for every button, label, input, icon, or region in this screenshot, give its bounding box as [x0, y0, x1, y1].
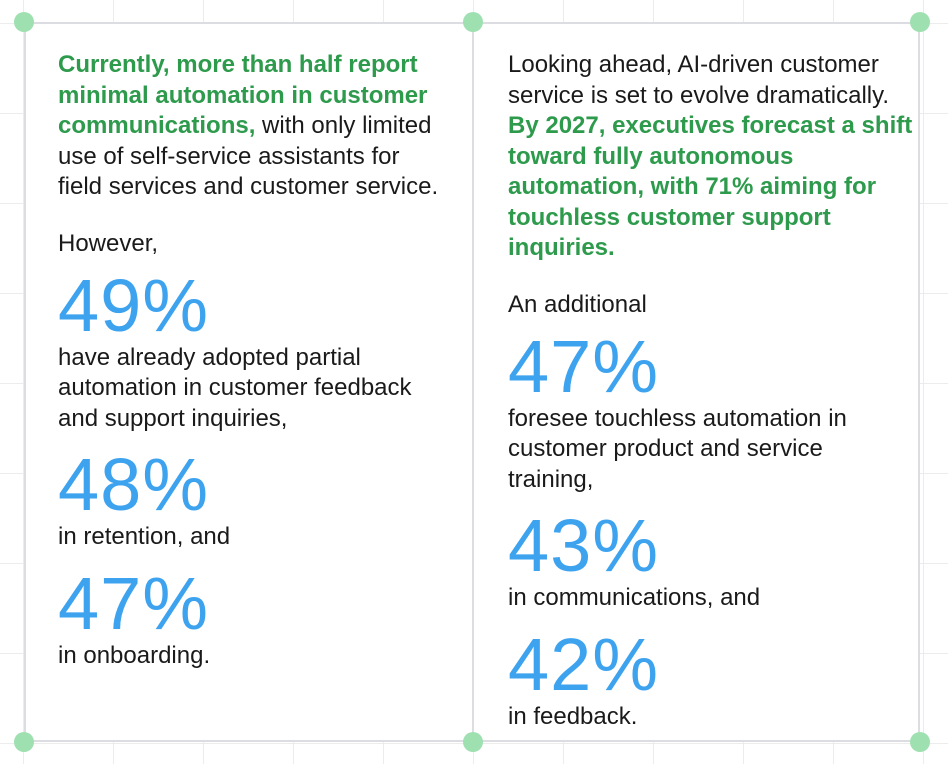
- left-intro-rest: with only limited use of self-service as…: [58, 112, 439, 200]
- left-intro: Currently, more than half report minimal…: [58, 50, 448, 203]
- corner-dot: [910, 732, 930, 752]
- right-lead: An additional: [508, 290, 647, 318]
- right-stat-value-1: 47%: [508, 324, 660, 408]
- right-stat-value-2: 43%: [508, 504, 660, 587]
- left-stat-value-2: 48%: [58, 443, 210, 526]
- left-stat-text-1: have already adopted partial automation …: [58, 343, 412, 432]
- left-lead: However,: [58, 229, 159, 257]
- corner-dot: [463, 12, 483, 32]
- right-stat-text-2: in communications, and: [508, 584, 761, 611]
- corner-dot: [910, 12, 930, 32]
- right-column: Looking ahead, AI-driven customer servic…: [508, 50, 928, 732]
- left-stat-text-3: in onboarding.: [58, 641, 211, 669]
- right-stat-value-3: 42%: [508, 622, 660, 706]
- left-stat-text-2: in retention, and: [58, 523, 231, 550]
- column-divider: [472, 22, 474, 742]
- corner-dot: [14, 12, 34, 32]
- left-column: Currently, more than half report minimal…: [58, 50, 458, 671]
- right-intro-plain: Looking ahead, AI-driven customer servic…: [508, 51, 890, 109]
- left-intro-highlight: Currently, more than half report minimal…: [58, 51, 428, 139]
- right-intro-highlight: By 2027, executives forecast a shift tow…: [508, 112, 913, 261]
- right-stat-text-1: foresee touchless automation in customer…: [508, 404, 847, 493]
- corner-dot: [14, 732, 34, 752]
- left-stat-value-3: 47%: [58, 561, 210, 645]
- right-stat-text-3: in feedback.: [508, 702, 638, 730]
- corner-dot: [463, 732, 483, 752]
- left-stat-value-1: 49%: [58, 263, 210, 347]
- right-intro: Looking ahead, AI-driven customer servic…: [508, 50, 913, 264]
